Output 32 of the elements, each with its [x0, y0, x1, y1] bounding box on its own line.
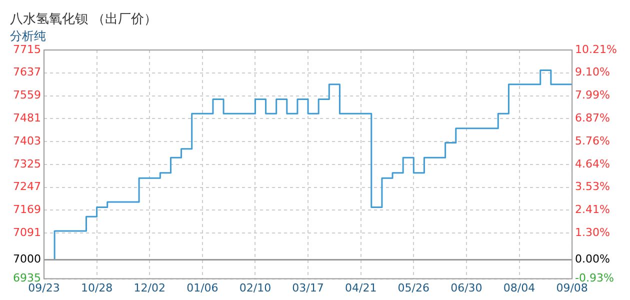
chart-subtitle: 分析纯: [10, 28, 46, 43]
x-tick-label: 09/08: [556, 281, 588, 294]
y2-tick-label: 4.64%: [575, 157, 610, 170]
y-tick-label: 7559: [12, 88, 41, 102]
y-tick-label: 7169: [12, 203, 41, 216]
x-tick-label: 04/21: [344, 281, 377, 294]
y-tick-label: 7715: [12, 42, 41, 56]
x-tick-label: 02/10: [239, 281, 272, 294]
x-tick-label: 08/04: [503, 281, 536, 294]
y-tick-label: 7247: [12, 180, 41, 194]
y-tick-label: 7637: [12, 66, 41, 79]
y-tick-label: 7325: [12, 157, 41, 170]
x-tick-label: 03/17: [292, 281, 324, 294]
chart-title: 八水氢氧化钡 （出厂价）: [10, 12, 158, 28]
y-tick-label: 7481: [12, 112, 41, 124]
y-tick-label: 7403: [12, 134, 41, 148]
y-tick-label: 7000: [12, 252, 41, 266]
x-tick-label: 01/06: [186, 281, 218, 294]
y2-tick-label: 1.30%: [575, 226, 610, 239]
x-tick-label: 06/30: [450, 281, 482, 294]
y2-tick-label: 9.10%: [575, 66, 610, 79]
y2-tick-label: 10.21%: [575, 42, 618, 56]
y2-tick-label: 7.99%: [575, 88, 610, 102]
y-tick-label: 7091: [12, 226, 41, 239]
x-tick-label: 12/02: [134, 281, 166, 294]
y2-tick-label: 6.87%: [575, 111, 610, 124]
y2-tick-label: 5.76%: [575, 134, 610, 148]
x-tick-label: 10/28: [80, 281, 113, 294]
y2-tick-label: 3.53%: [575, 180, 610, 194]
y2-tick-label: 0.00%: [575, 252, 610, 266]
y2-tick-label: 2.41%: [575, 203, 610, 216]
x-tick-label: 05/26: [398, 281, 430, 294]
